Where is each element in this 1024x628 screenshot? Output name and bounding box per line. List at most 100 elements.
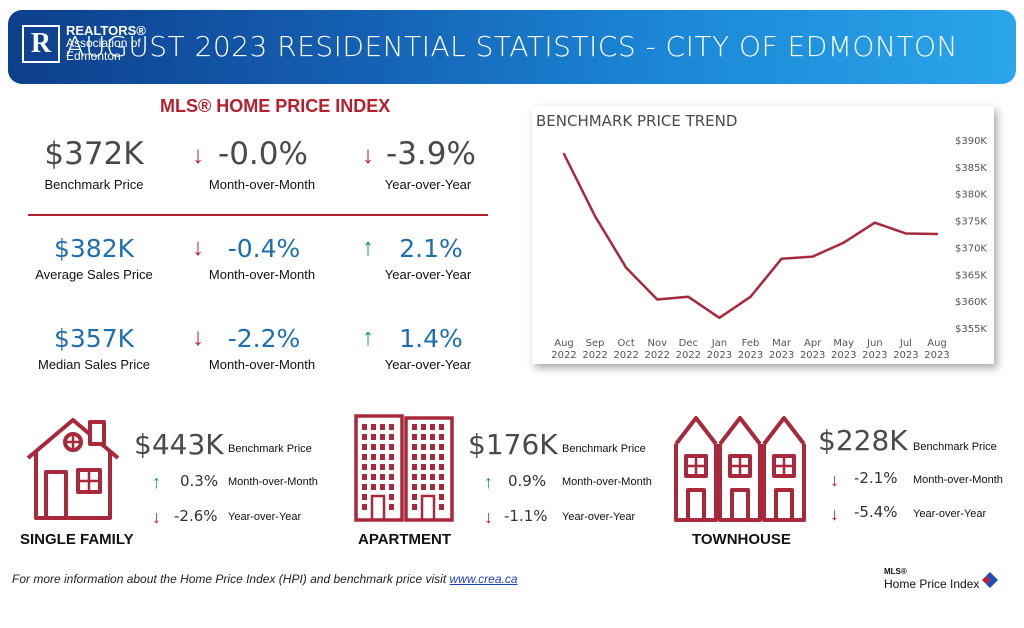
y-tick-label: $365K [955, 270, 987, 281]
y-tick-label: $375K [955, 217, 987, 228]
footer-text: For more information about the Home Pric… [12, 572, 450, 586]
data-point [904, 232, 908, 235]
single-family-title: SINGLE FAMILY [20, 531, 134, 548]
median-price-label: Median Sales Price [38, 357, 150, 372]
townhouse-yoy-label: Year-over-Year [913, 508, 987, 520]
down-arrow-icon: ↓ [484, 507, 493, 527]
down-arrow-icon: ↓ [362, 142, 374, 169]
y-tick-label: $355K [955, 324, 987, 335]
townhouse-mom-label: Month-over-Month [913, 474, 1003, 486]
x-tick-label: 2022 [551, 350, 576, 361]
x-tick-label: Dec [679, 338, 698, 349]
benchmark-price-label: Benchmark Price [44, 177, 144, 192]
y-tick-label: $360K [955, 297, 987, 308]
average-yoy-value: 2.1% [399, 234, 463, 263]
y-tick-label: $370K [955, 243, 987, 254]
average-mom-value: -0.4% [227, 234, 301, 263]
down-arrow-icon: ↓ [192, 142, 204, 169]
benchmark-yoy-value: -3.9% [386, 136, 476, 172]
single-family-price-label: Benchmark Price [228, 443, 312, 455]
median-mom-value: -2.2% [227, 324, 301, 353]
average-price-value: $382K [53, 234, 135, 263]
apartment-building-icon [354, 414, 454, 522]
townhouse-mom: -2.1% [854, 469, 898, 487]
header-banner: R REALTORS® Association of Edmonton AUGU… [8, 10, 1016, 84]
townhouse-price: $228K [818, 424, 908, 457]
x-tick-label: May [833, 338, 854, 349]
x-tick-label: 2023 [800, 350, 825, 361]
apartment-yoy: -1.1% [504, 507, 548, 525]
x-tick-label: 2023 [831, 350, 856, 361]
data-point [780, 257, 783, 260]
apartment-price: $176K [468, 428, 558, 461]
y-tick-label: $380K [955, 190, 987, 201]
x-tick-label: 2023 [738, 350, 763, 361]
x-tick-label: 2023 [769, 350, 794, 361]
average-yoy-label: Year-over-Year [384, 267, 472, 282]
single-family-mom: 0.3% [180, 472, 219, 490]
x-tick-label: Jan [711, 338, 727, 349]
y-tick-label: $385K [955, 163, 987, 174]
up-arrow-icon: ↑ [484, 472, 493, 492]
data-point [873, 221, 877, 224]
apartment-title: APARTMENT [358, 531, 452, 548]
median-yoy-value: 1.4% [399, 324, 463, 353]
y-tick-label: $390K [955, 136, 987, 147]
median-yoy-label: Year-over-Year [384, 357, 472, 372]
data-point [718, 316, 721, 319]
x-tick-label: 2022 [613, 350, 638, 361]
down-arrow-icon: ↓ [192, 324, 204, 351]
mls-hpi-logo[interactable]: MLS® Home Price Index [884, 566, 979, 590]
hpi-logo-line2: Home Price Index [884, 577, 980, 591]
benchmark-mom-value: -0.0% [218, 136, 308, 172]
data-point [811, 255, 814, 258]
apartment-mom: 0.9% [508, 472, 547, 490]
single-family-yoy-label: Year-over-Year [228, 511, 302, 523]
logo-line3: Edmonton [66, 49, 121, 63]
median-price-value: $357K [53, 324, 135, 353]
down-arrow-icon: ↓ [830, 504, 839, 524]
x-tick-label: Nov [647, 338, 667, 349]
realtor-r-icon: R [22, 24, 60, 63]
up-arrow-icon: ↑ [362, 234, 374, 261]
single-family-yoy: -2.6% [174, 507, 218, 525]
chart-title: BENCHMARK PRICE TREND [536, 112, 737, 130]
x-tick-label: Feb [742, 338, 760, 349]
benchmark-price-value: $372K [44, 136, 144, 172]
single-family-house-icon [26, 418, 120, 520]
data-point [687, 295, 690, 299]
hpi-section-title: MLS® HOME PRICE INDEX [160, 96, 391, 116]
logo-line2: Association of [66, 36, 141, 50]
x-tick-label: 2022 [582, 350, 607, 361]
apartment-yoy-label: Year-over-Year [562, 511, 636, 523]
x-tick-label: Apr [804, 338, 822, 349]
realtors-logo[interactable]: R REALTORS® Association of Edmonton [22, 24, 146, 63]
data-point [624, 266, 628, 270]
up-arrow-icon: ↑ [362, 324, 374, 351]
x-tick-label: 2023 [893, 350, 918, 361]
benchmark-yoy-label: Year-over-Year [384, 177, 472, 192]
data-point [593, 215, 597, 218]
crea-link[interactable]: www.crea.ca [449, 572, 518, 586]
x-tick-label: Jul [899, 338, 912, 349]
logo-line1: REALTORS® [66, 23, 146, 38]
x-tick-label: 2023 [707, 350, 732, 361]
x-tick-label: Sep [586, 338, 605, 349]
x-tick-label: 2022 [676, 350, 701, 361]
townhouse-yoy: -5.4% [854, 503, 898, 521]
page-title: AUGUST 2023 RESIDENTIAL STATISTICS - CIT… [65, 30, 958, 63]
average-mom-label: Month-over-Month [208, 267, 316, 282]
trend-chart-svg: BENCHMARK PRICE TREND $355K $360K $365K $37… [536, 112, 987, 361]
x-tick-label: Aug [927, 338, 947, 349]
average-price-label: Average Sales Price [35, 267, 153, 282]
townhouse-icon [674, 416, 806, 522]
footer-note: For more information about the Home Pric… [12, 572, 518, 586]
single-family-price: $443K [134, 428, 224, 461]
x-tick-label: Aug [554, 338, 574, 349]
section-divider [28, 214, 488, 216]
logo-text: REALTORS® Association of Edmonton [66, 24, 146, 63]
x-tick-label: 2023 [862, 350, 887, 361]
x-tick-label: Oct [618, 338, 635, 349]
data-point [656, 298, 659, 301]
benchmark-trend-chart: BENCHMARK PRICE TREND $355K $360K $365K $37… [532, 106, 994, 364]
